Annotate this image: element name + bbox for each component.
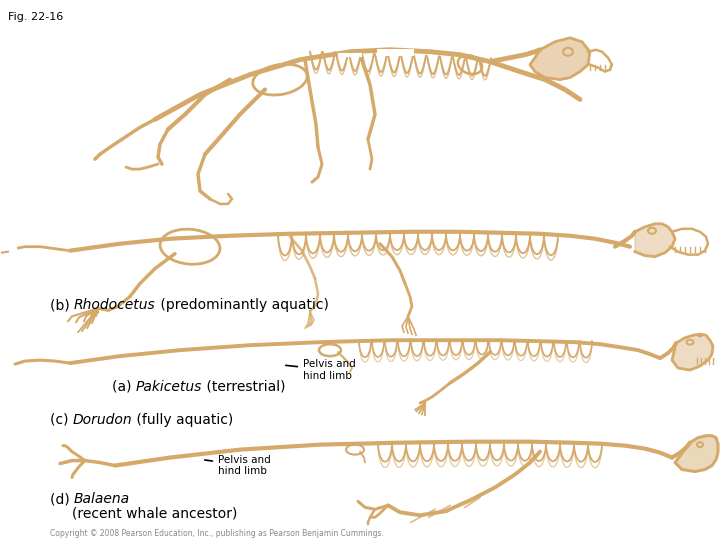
Text: (recent whale ancestor): (recent whale ancestor) [50, 507, 238, 521]
Text: Rhodocetus: Rhodocetus [74, 299, 156, 313]
Polygon shape [530, 38, 590, 79]
Text: Fig. 22-16: Fig. 22-16 [8, 12, 63, 22]
Text: (d): (d) [50, 492, 74, 507]
Polygon shape [672, 334, 713, 370]
Polygon shape [635, 224, 675, 256]
Text: Dorudon: Dorudon [73, 413, 132, 427]
Polygon shape [675, 436, 718, 471]
Text: (predominantly aquatic): (predominantly aquatic) [156, 299, 329, 313]
Ellipse shape [698, 334, 702, 337]
Text: Pelvis and
hind limb: Pelvis and hind limb [286, 359, 356, 381]
Text: (terrestrial): (terrestrial) [202, 380, 286, 394]
Text: (a): (a) [112, 380, 136, 394]
Text: Copyright © 2008 Pearson Education, Inc., publishing as Pearson Benjamin Cumming: Copyright © 2008 Pearson Education, Inc.… [50, 529, 384, 538]
Text: (fully aquatic): (fully aquatic) [132, 413, 234, 427]
Text: Pelvis and
hind limb: Pelvis and hind limb [204, 455, 271, 476]
Text: (c): (c) [50, 413, 73, 427]
Text: (b): (b) [50, 299, 74, 313]
Text: Pakicetus: Pakicetus [136, 380, 202, 394]
Text: Balaena: Balaena [74, 492, 130, 507]
